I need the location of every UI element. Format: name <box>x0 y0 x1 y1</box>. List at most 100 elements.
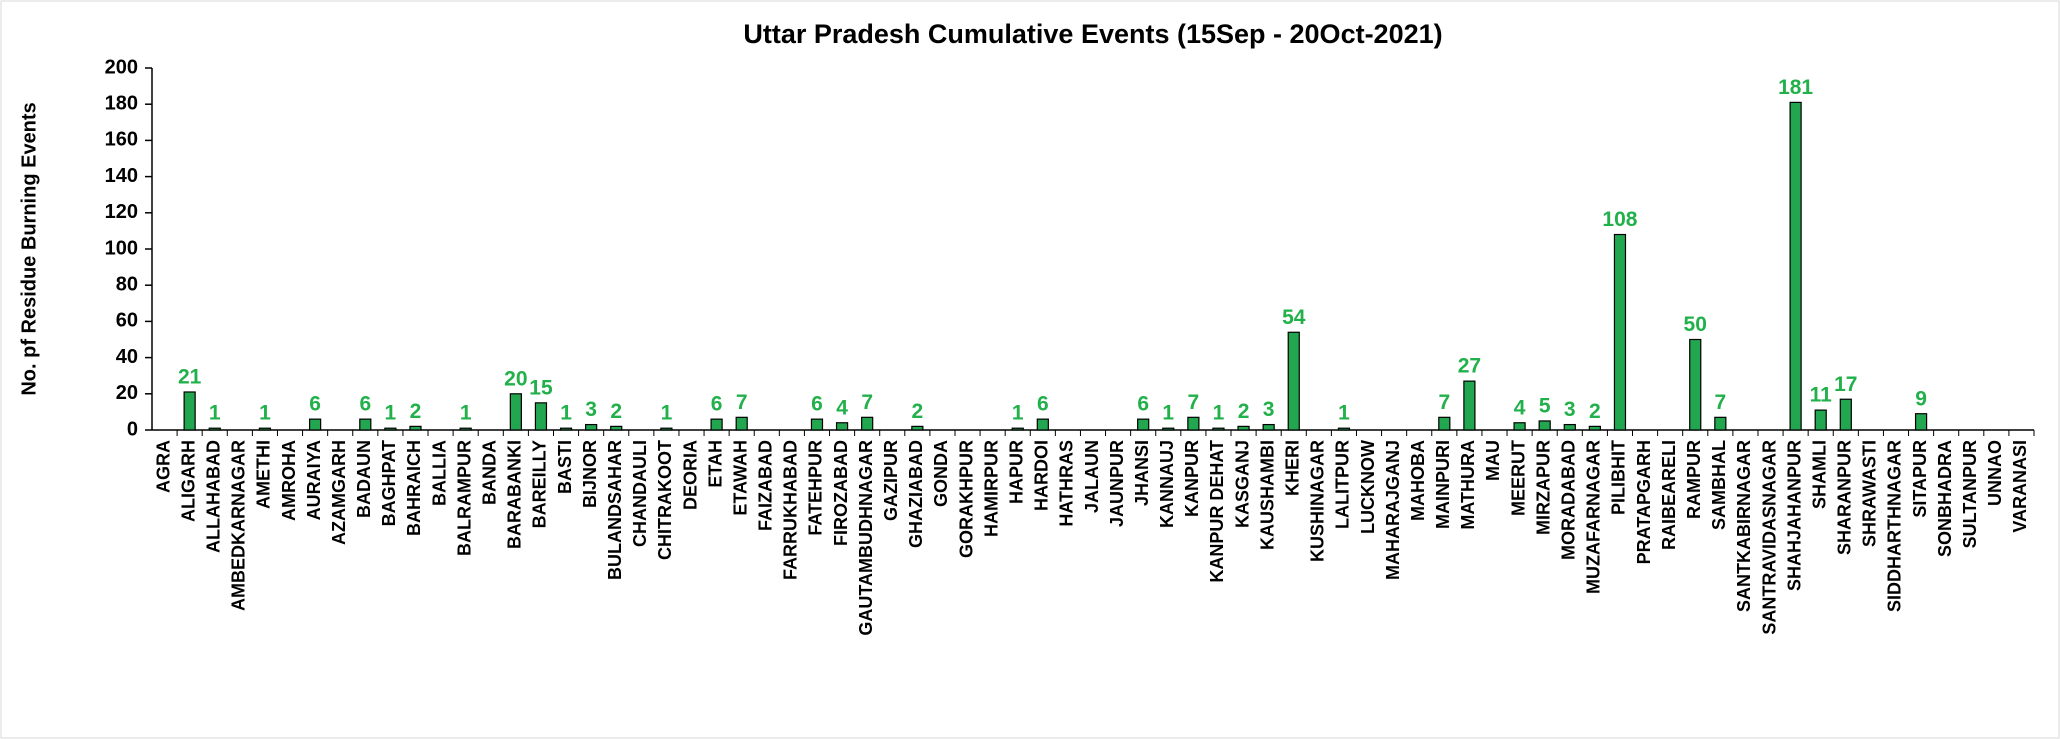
data-label: 2 <box>610 400 622 423</box>
x-tick-label: SHAMLI <box>1809 440 1829 509</box>
bar <box>459 427 472 431</box>
bar <box>1563 423 1576 431</box>
bar <box>1036 418 1049 431</box>
data-label: 17 <box>1834 373 1857 396</box>
bar <box>1287 331 1300 431</box>
bar <box>1789 101 1802 431</box>
x-tick-label: KANPUR <box>1182 440 1202 517</box>
x-tick-label: BALLIA <box>429 440 449 506</box>
bar <box>911 425 924 431</box>
bar <box>1588 425 1601 431</box>
bar <box>409 425 422 431</box>
bar <box>559 427 573 431</box>
x-tick-label: KANPUR DEHAT <box>1207 440 1227 583</box>
x-tick-label: FIROZABAD <box>831 440 851 546</box>
x-tick-label: SANTKABIRNAGAR <box>1734 440 1754 612</box>
data-label: 50 <box>1684 313 1707 336</box>
bar <box>1212 427 1225 431</box>
x-tick-label: BARABANKI <box>505 440 525 549</box>
bar <box>1689 338 1702 431</box>
x-tick-label: UNNAO <box>1985 440 2005 506</box>
bar <box>1137 418 1150 431</box>
bar <box>1162 427 1175 431</box>
y-tick-label: 180 <box>105 92 138 114</box>
bar <box>1011 427 1024 431</box>
x-tick-label: MEERUT <box>1508 440 1528 516</box>
x-tick-label: MAHARAJGANJ <box>1383 440 1403 580</box>
x-tick-label: GONDA <box>931 440 951 507</box>
bar <box>710 418 723 431</box>
x-tick-label: VARANASI <box>2010 440 2030 533</box>
bar <box>384 427 397 431</box>
data-label: 9 <box>1915 387 1927 410</box>
x-tick-label: AURAIYA <box>304 440 324 520</box>
data-label: 1 <box>1162 402 1174 425</box>
data-label: 181 <box>1778 76 1813 99</box>
bar <box>1814 409 1827 431</box>
data-label: 21 <box>178 366 202 389</box>
data-label: 3 <box>1263 398 1275 421</box>
data-label: 7 <box>861 391 873 414</box>
bar <box>660 427 673 431</box>
x-tick-label: AMBEDKARNAGAR <box>229 440 249 611</box>
bar <box>183 391 196 431</box>
bar <box>1262 423 1275 431</box>
data-label: 1 <box>209 402 221 425</box>
x-tick-label: KANNAUJ <box>1157 440 1177 528</box>
x-tick-label: GAUTAMBUDHNAGAR <box>856 440 876 636</box>
data-label: 11 <box>1810 384 1833 407</box>
bar <box>1187 416 1200 431</box>
y-tick-label: 20 <box>116 382 138 404</box>
x-tick-label: GAZIPUR <box>881 440 901 521</box>
x-tick-label: MIRZAPUR <box>1533 440 1553 535</box>
x-tick-label: MUZAFARNAGAR <box>1584 440 1604 594</box>
x-tick-label: ALLAHABAD <box>203 440 223 553</box>
data-label: 4 <box>1514 396 1526 419</box>
x-tick-label: MAU <box>1483 440 1503 481</box>
x-tick-label: HAMIRPUR <box>981 440 1001 537</box>
bar <box>509 393 522 431</box>
x-tick-label: FAIZABAD <box>756 440 776 531</box>
y-tick-label: 200 <box>105 56 138 78</box>
x-tick-label: ALIGARH <box>178 440 198 522</box>
data-label: 2 <box>410 400 422 423</box>
x-tick-label: LUCKNOW <box>1358 440 1378 534</box>
y-tick-label: 100 <box>105 237 138 259</box>
y-tick-label: 60 <box>116 310 138 332</box>
bar <box>861 416 874 431</box>
x-tick-label: KUSHINAGAR <box>1308 440 1328 562</box>
x-tick-label: HATHRAS <box>1057 440 1077 527</box>
data-label: 27 <box>1458 355 1481 378</box>
data-label: 3 <box>585 398 597 421</box>
bar <box>208 427 221 431</box>
x-tick-label: JAUNPUR <box>1107 440 1127 527</box>
data-label: 7 <box>1438 391 1450 414</box>
data-label: 6 <box>811 393 823 416</box>
x-tick-label: HARDOI <box>1032 440 1052 511</box>
data-label: 20 <box>504 367 527 390</box>
data-label: 6 <box>1137 393 1149 416</box>
x-tick-label: KHERI <box>1282 440 1302 496</box>
data-label: 2 <box>912 400 924 423</box>
x-tick-label: FATEHPUR <box>806 440 826 536</box>
bar <box>835 422 849 431</box>
x-tick-label: RAIBEARELI <box>1659 440 1679 550</box>
data-label: 1 <box>460 402 472 425</box>
data-label: 1 <box>1012 402 1024 425</box>
bar <box>810 418 824 431</box>
x-tick-label: SONBHADRA <box>1935 440 1955 557</box>
bar <box>359 418 372 431</box>
data-label: 1 <box>259 402 271 425</box>
x-tick-label: BANDA <box>480 440 500 505</box>
bar <box>1463 380 1476 431</box>
data-label: 7 <box>1188 391 1200 414</box>
x-tick-label: AZAMGARH <box>329 440 349 545</box>
y-tick-label: 0 <box>127 418 138 440</box>
data-label: 2 <box>1589 400 1601 423</box>
x-tick-label: DEORIA <box>680 440 700 510</box>
data-label: 2 <box>1238 400 1250 423</box>
x-tick-label: GORAKHPUR <box>956 440 976 558</box>
x-tick-label: SANTRAVIDASNAGAR <box>1759 440 1779 635</box>
